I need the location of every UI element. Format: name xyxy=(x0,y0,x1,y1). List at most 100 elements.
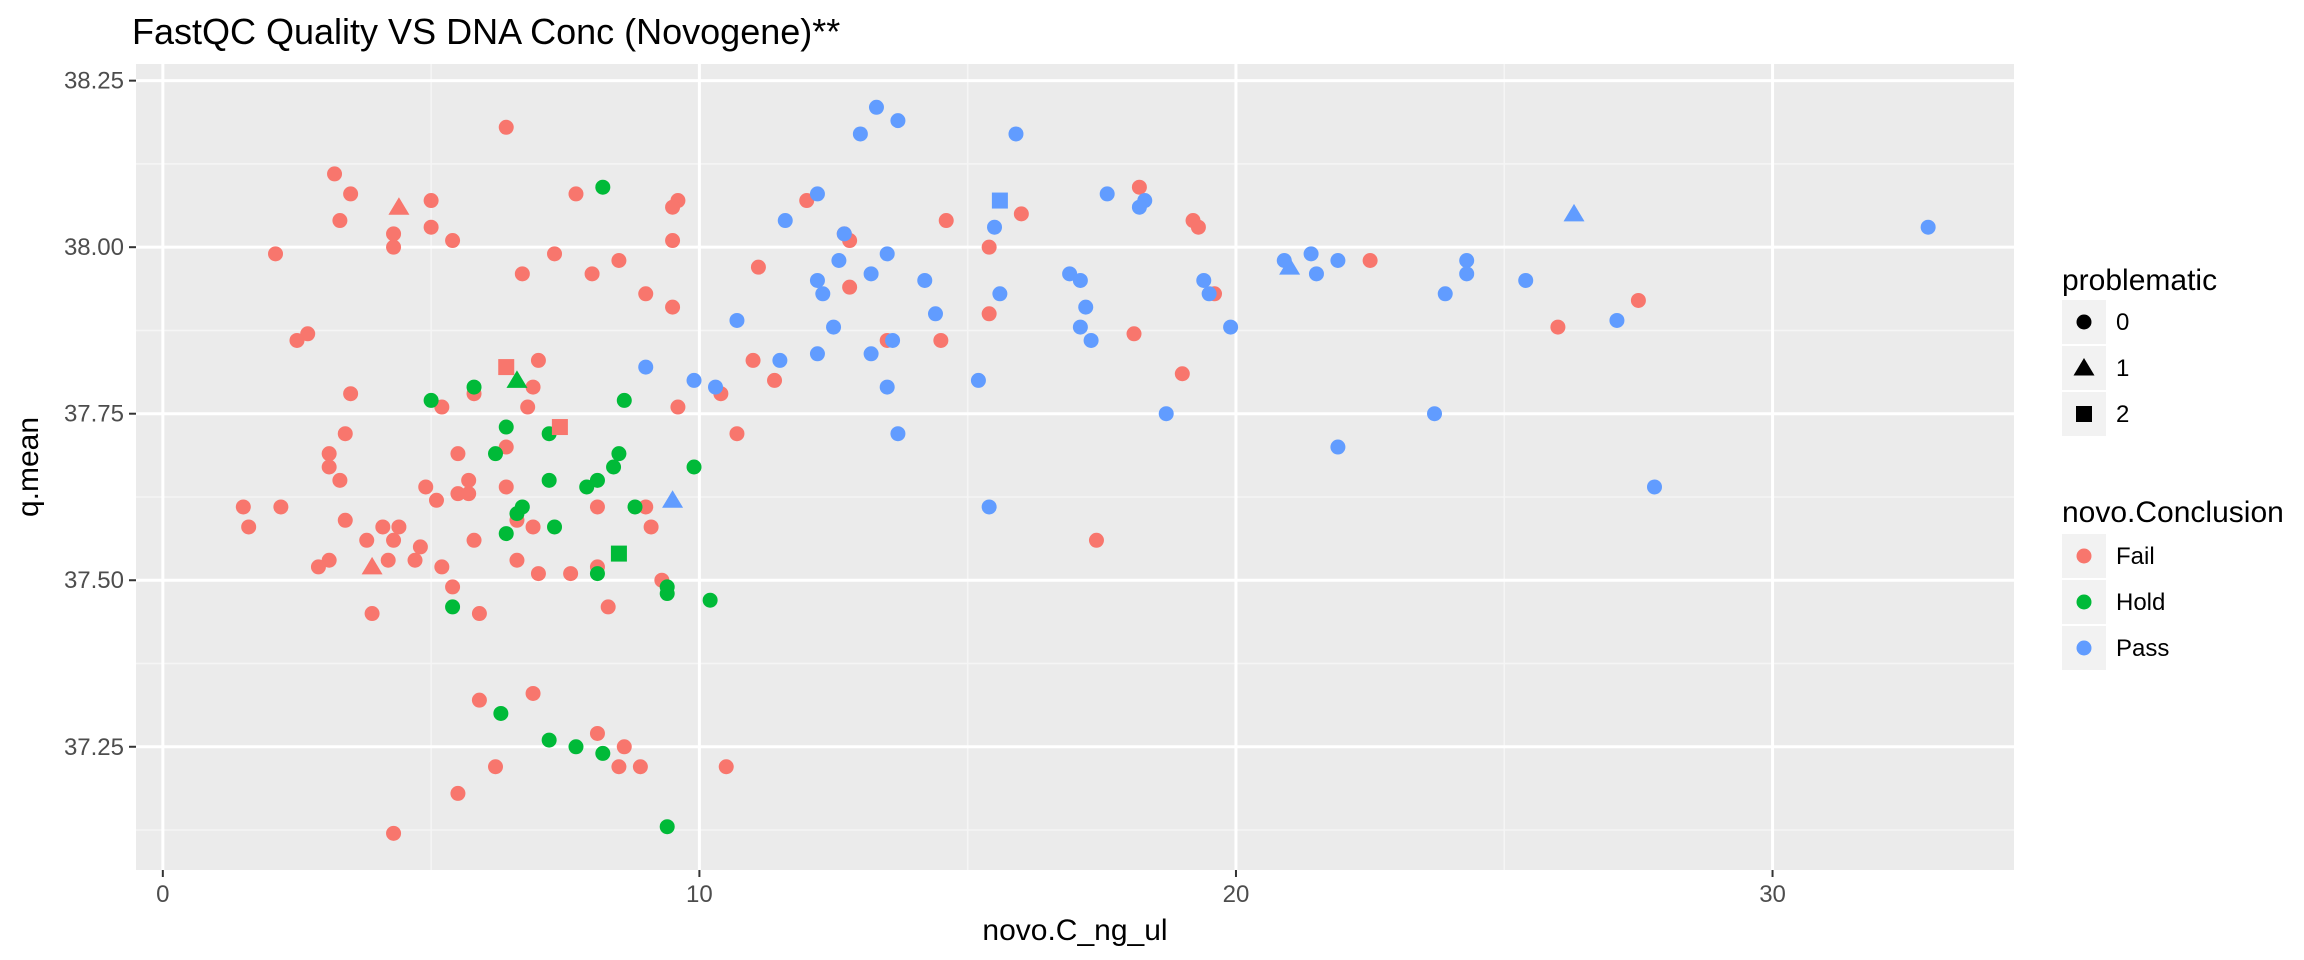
point-fail xyxy=(423,193,439,209)
point-fail xyxy=(611,759,627,775)
point-pass xyxy=(1646,479,1662,495)
point-pass xyxy=(890,113,906,129)
point-hold xyxy=(589,566,605,582)
point-fail xyxy=(450,486,466,502)
triangle-point-pass xyxy=(662,490,684,508)
point-fail xyxy=(445,233,461,249)
point-fail xyxy=(337,426,353,442)
point-pass xyxy=(1427,406,1443,422)
point-fail xyxy=(589,499,605,515)
point-pass xyxy=(638,359,654,375)
legend-label: 1 xyxy=(2116,355,2129,382)
point-pass xyxy=(1078,299,1094,315)
point-pass xyxy=(809,186,825,202)
point-pass xyxy=(1920,219,1936,235)
point-fail xyxy=(1131,179,1147,195)
point-fail xyxy=(498,479,514,495)
chart-title: FastQC Quality VS DNA Conc (Novogene)** xyxy=(132,11,840,52)
point-fail xyxy=(332,213,348,229)
y-axis-title: q.mean xyxy=(12,417,45,517)
point-fail xyxy=(1190,219,1206,235)
plot-panel xyxy=(136,64,2014,870)
point-fail xyxy=(632,759,648,775)
point-fail xyxy=(981,306,997,322)
x-tick-label: 30 xyxy=(1759,881,1786,908)
square-point-fail xyxy=(551,419,568,436)
legend-label: 2 xyxy=(2116,401,2129,428)
point-fail xyxy=(423,219,439,235)
legend-triangle-icon xyxy=(2073,358,2095,376)
point-hold xyxy=(595,745,611,761)
triangle-point-pass xyxy=(1279,257,1301,275)
point-pass xyxy=(879,246,895,262)
point-pass xyxy=(1196,272,1212,288)
point-hold xyxy=(445,599,461,615)
point-fail xyxy=(327,166,343,182)
point-pass xyxy=(1131,199,1147,215)
point-fail xyxy=(461,472,477,488)
point-pass xyxy=(729,312,745,328)
point-pass xyxy=(1518,272,1534,288)
point-fail xyxy=(461,486,477,502)
point-hold xyxy=(616,392,632,408)
point-hold xyxy=(541,472,557,488)
point-hold xyxy=(466,379,482,395)
point-fail xyxy=(842,279,858,295)
point-pass xyxy=(987,219,1003,235)
point-pass xyxy=(1330,253,1346,269)
x-tick-label: 0 xyxy=(156,881,169,908)
point-fail xyxy=(665,199,681,215)
point-fail xyxy=(386,825,402,841)
legend-novo-conclusion: novo.Conclusion Fail Hold Pass xyxy=(2062,496,2284,670)
point-hold xyxy=(579,479,595,495)
point-pass xyxy=(1303,246,1319,262)
y-axis: 37.25 37.50 37.75 38.00 38.25 xyxy=(64,68,136,761)
point-hold xyxy=(498,419,514,435)
point-fail xyxy=(938,213,954,229)
point-fail xyxy=(343,386,359,402)
y-tick-label: 37.75 xyxy=(64,401,124,428)
point-pass xyxy=(1008,126,1024,142)
point-hold xyxy=(686,459,702,475)
point-fail xyxy=(767,372,783,388)
point-fail xyxy=(638,499,654,515)
point-fail xyxy=(386,226,402,242)
x-axis-title: novo.C_ng_ul xyxy=(982,914,1167,947)
square-point-hold xyxy=(610,545,627,562)
point-pass xyxy=(809,346,825,362)
point-fail xyxy=(434,399,450,415)
point-pass xyxy=(831,253,847,269)
point-pass xyxy=(1330,439,1346,455)
major-gridlines xyxy=(136,64,2014,870)
point-pass xyxy=(917,272,933,288)
point-pass xyxy=(1201,286,1217,302)
point-pass xyxy=(1158,406,1174,422)
point-hold xyxy=(659,586,675,602)
point-fail xyxy=(332,472,348,488)
legend-pass-swatch xyxy=(2076,640,2092,656)
triangle-point-pass xyxy=(1563,203,1585,222)
point-fail xyxy=(321,459,337,475)
square-point-fail xyxy=(498,359,515,376)
x-tick-label: 10 xyxy=(686,881,713,908)
point-fail xyxy=(1088,532,1104,548)
point-fail xyxy=(1362,253,1378,269)
plot-area xyxy=(136,64,2014,870)
point-fail xyxy=(498,119,514,135)
point-fail xyxy=(434,559,450,575)
point-hold xyxy=(547,519,563,535)
point-fail xyxy=(520,399,536,415)
point-hold xyxy=(493,705,509,721)
point-fail xyxy=(1013,206,1029,222)
point-fail xyxy=(310,559,326,575)
legend-hold-swatch xyxy=(2076,594,2092,610)
point-fail xyxy=(375,519,391,535)
y-tick-label: 37.50 xyxy=(64,567,124,594)
point-fail xyxy=(563,566,579,582)
point-fail xyxy=(412,539,428,555)
point-fail xyxy=(337,512,353,528)
point-pass xyxy=(1062,266,1078,282)
point-hold xyxy=(423,392,439,408)
point-pass xyxy=(868,99,884,115)
